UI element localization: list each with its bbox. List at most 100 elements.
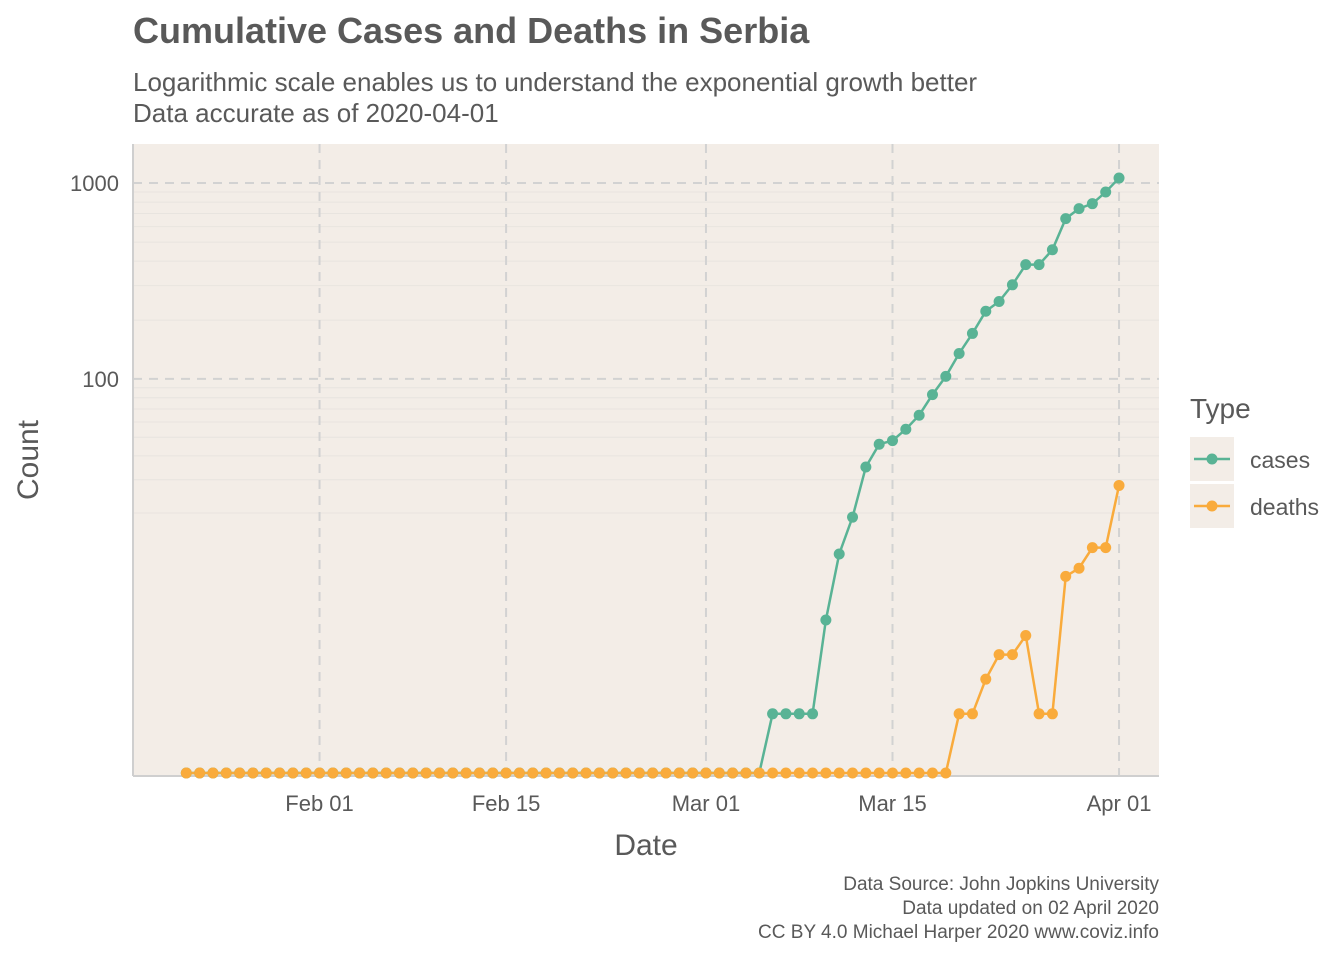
data-point-cases <box>993 296 1005 307</box>
data-point-deaths <box>220 767 232 779</box>
data-point-deaths <box>847 767 859 779</box>
data-point-deaths <box>473 767 485 779</box>
data-point-deaths <box>513 767 525 779</box>
data-point-deaths <box>340 767 352 779</box>
data-point-deaths <box>767 767 779 779</box>
legend-title: Type <box>1190 393 1251 424</box>
data-point-deaths <box>660 767 672 779</box>
data-point-cases <box>780 708 792 720</box>
data-point-deaths <box>700 767 712 779</box>
data-point-deaths <box>1073 562 1085 574</box>
caption-license: CC BY 4.0 Michael Harper 2020 www.coviz.… <box>758 922 1159 943</box>
data-point-deaths <box>647 767 659 779</box>
data-point-deaths <box>354 767 366 779</box>
data-point-deaths <box>1006 649 1018 661</box>
data-point-cases <box>900 423 912 435</box>
y-axis-label: Count <box>12 419 45 500</box>
legend-label-deaths: deaths <box>1250 494 1319 520</box>
data-point-deaths <box>593 767 605 779</box>
data-point-deaths <box>553 767 565 779</box>
data-point-cases <box>820 614 832 626</box>
data-point-cases <box>1100 186 1112 198</box>
data-point-cases <box>1046 244 1058 256</box>
data-point-deaths <box>194 767 206 779</box>
data-point-deaths <box>234 767 246 779</box>
x-tick-labels: Feb 01 Feb 15 Mar 01 Mar 15 Apr 01 <box>285 791 1151 816</box>
data-point-cases <box>1006 279 1018 291</box>
data-point-cases <box>926 389 938 401</box>
data-point-deaths <box>487 767 499 779</box>
data-point-deaths <box>1033 708 1045 720</box>
data-point-deaths <box>713 767 725 779</box>
data-point-deaths <box>1060 570 1072 582</box>
data-point-cases <box>833 548 845 560</box>
data-point-deaths <box>727 767 739 779</box>
legend: Type cases deaths <box>1190 393 1319 528</box>
data-point-deaths <box>393 767 405 779</box>
data-point-cases <box>767 708 779 720</box>
major-gridlines <box>133 144 1159 776</box>
data-point-cases <box>793 708 805 720</box>
plot-panel <box>133 144 1159 776</box>
data-point-deaths <box>860 767 872 779</box>
data-point-deaths <box>380 767 392 779</box>
chart-subtitle-line2: Data accurate as of 2020-04-01 <box>133 98 499 128</box>
data-point-cases <box>966 327 978 339</box>
data-point-deaths <box>460 767 472 779</box>
data-point-deaths <box>540 767 552 779</box>
data-point-cases <box>873 438 885 450</box>
y-tick-label: 100 <box>82 367 119 392</box>
legend-label-cases: cases <box>1250 447 1310 473</box>
data-point-deaths <box>807 767 819 779</box>
data-point-deaths <box>633 767 645 779</box>
caption-updated: Data updated on 02 April 2020 <box>902 898 1159 919</box>
data-point-deaths <box>980 673 992 685</box>
data-point-deaths <box>180 767 192 779</box>
data-point-deaths <box>260 767 272 779</box>
data-point-deaths <box>300 767 312 779</box>
data-point-cases <box>847 511 859 523</box>
caption-data-source: Data Source: John Jopkins University <box>843 874 1159 895</box>
data-point-deaths <box>740 767 752 779</box>
data-point-cases <box>1113 172 1125 184</box>
data-point-deaths <box>314 767 326 779</box>
data-point-deaths <box>567 767 579 779</box>
data-point-deaths <box>500 767 512 779</box>
y-tick-label: 1000 <box>70 171 119 196</box>
data-point-deaths <box>820 767 832 779</box>
minor-gridlines <box>133 191 1159 514</box>
data-point-deaths <box>793 767 805 779</box>
data-point-cases <box>953 347 965 359</box>
data-point-cases <box>807 708 819 720</box>
data-point-deaths <box>1086 542 1098 554</box>
x-tick-label: Feb 01 <box>285 791 354 816</box>
x-tick-label: Apr 01 <box>1087 791 1152 816</box>
x-tick-label: Mar 15 <box>858 791 926 816</box>
data-point-deaths <box>527 767 539 779</box>
x-axis-label: Date <box>614 829 677 862</box>
data-point-deaths <box>753 767 765 779</box>
data-point-cases <box>1020 259 1032 271</box>
data-point-cases <box>1086 198 1098 210</box>
data-point-deaths <box>780 767 792 779</box>
data-point-deaths <box>833 767 845 779</box>
data-point-deaths <box>287 767 299 779</box>
data-point-deaths <box>926 767 938 779</box>
data-point-deaths <box>673 767 685 779</box>
data-point-deaths <box>913 767 925 779</box>
data-point-deaths <box>900 767 912 779</box>
data-point-cases <box>913 409 925 421</box>
chart-title: Cumulative Cases and Deaths in Serbia <box>133 10 810 51</box>
data-point-cases <box>1073 203 1085 215</box>
data-point-deaths <box>993 649 1005 661</box>
data-point-deaths <box>247 767 259 779</box>
data-point-deaths <box>327 767 339 779</box>
data-point-deaths <box>407 767 419 779</box>
data-point-deaths <box>420 767 432 779</box>
y-tick-labels: 100 1000 <box>70 171 119 392</box>
data-point-deaths <box>953 708 965 720</box>
data-point-deaths <box>274 767 286 779</box>
x-tick-label: Mar 01 <box>672 791 740 816</box>
data-point-cases <box>1060 213 1072 225</box>
data-point-deaths <box>1113 479 1125 491</box>
